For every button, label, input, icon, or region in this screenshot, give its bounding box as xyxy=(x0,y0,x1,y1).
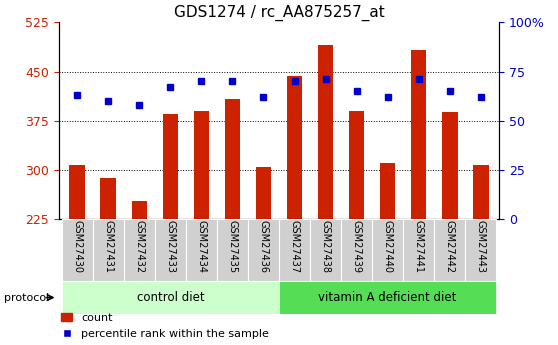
Bar xyxy=(256,167,271,219)
Bar xyxy=(287,76,302,219)
Bar xyxy=(93,219,124,281)
Text: GSM27440: GSM27440 xyxy=(383,220,393,273)
Bar xyxy=(442,112,458,219)
Bar xyxy=(194,111,209,219)
Bar xyxy=(465,219,496,281)
Bar xyxy=(473,165,489,219)
Bar xyxy=(62,219,93,281)
Text: GSM27431: GSM27431 xyxy=(103,220,113,273)
Bar xyxy=(411,50,426,219)
Text: vitamin A deficient diet: vitamin A deficient diet xyxy=(319,291,457,304)
Text: GSM27438: GSM27438 xyxy=(320,220,330,273)
Bar xyxy=(225,99,240,219)
Text: GSM27435: GSM27435 xyxy=(228,220,238,274)
Bar xyxy=(341,219,372,281)
Text: GSM27437: GSM27437 xyxy=(290,220,300,274)
Bar xyxy=(372,219,403,281)
Bar xyxy=(62,281,279,314)
Text: GSM27432: GSM27432 xyxy=(134,220,145,274)
Text: GSM27442: GSM27442 xyxy=(445,220,455,274)
Text: GSM27443: GSM27443 xyxy=(476,220,486,273)
Bar xyxy=(132,201,147,219)
Legend: count, percentile rank within the sample: count, percentile rank within the sample xyxy=(61,313,269,339)
Text: control diet: control diet xyxy=(137,291,204,304)
Title: GDS1274 / rc_AA875257_at: GDS1274 / rc_AA875257_at xyxy=(174,5,384,21)
Text: GSM27434: GSM27434 xyxy=(196,220,206,273)
Bar xyxy=(349,111,364,219)
Bar xyxy=(318,45,333,219)
Bar xyxy=(279,281,496,314)
Bar xyxy=(310,219,341,281)
Text: GSM27430: GSM27430 xyxy=(72,220,82,273)
Bar xyxy=(124,219,155,281)
Bar xyxy=(69,165,85,219)
Text: GSM27441: GSM27441 xyxy=(413,220,424,273)
Bar xyxy=(217,219,248,281)
Text: protocol: protocol xyxy=(4,293,50,303)
Bar xyxy=(248,219,279,281)
Bar xyxy=(403,219,434,281)
Bar xyxy=(162,114,178,219)
Bar xyxy=(279,219,310,281)
Bar xyxy=(186,219,217,281)
Bar xyxy=(434,219,465,281)
Text: GSM27439: GSM27439 xyxy=(352,220,362,273)
Bar xyxy=(100,178,116,219)
Bar xyxy=(380,163,396,219)
Text: GSM27433: GSM27433 xyxy=(165,220,175,273)
Bar xyxy=(155,219,186,281)
Text: GSM27436: GSM27436 xyxy=(258,220,268,273)
